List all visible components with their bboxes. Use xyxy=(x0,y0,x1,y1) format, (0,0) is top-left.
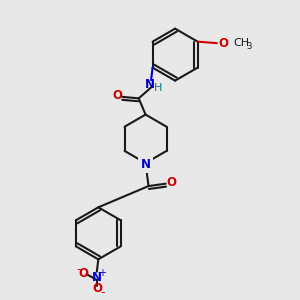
Text: O: O xyxy=(79,267,88,280)
Text: N: N xyxy=(145,78,155,91)
Text: -: - xyxy=(100,286,105,299)
Text: 3: 3 xyxy=(246,42,252,51)
Text: CH: CH xyxy=(233,38,249,48)
Text: +: + xyxy=(98,268,106,278)
Text: O: O xyxy=(112,89,122,102)
Text: N: N xyxy=(92,271,102,284)
Text: H: H xyxy=(153,83,162,93)
Text: O: O xyxy=(166,176,176,189)
Text: -: - xyxy=(76,262,81,276)
Text: O: O xyxy=(218,37,228,50)
Text: O: O xyxy=(92,282,102,296)
Text: N: N xyxy=(141,158,151,171)
